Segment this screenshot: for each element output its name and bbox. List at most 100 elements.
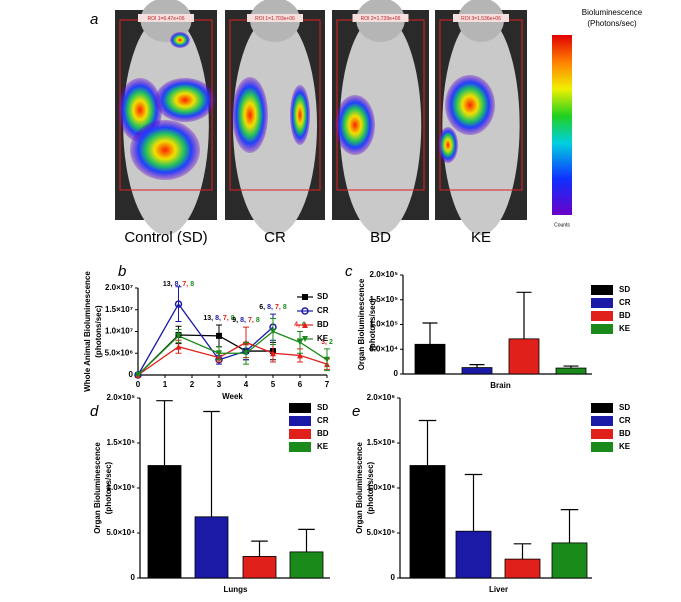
- mouse-body: [339, 15, 422, 235]
- bar: [289, 551, 324, 579]
- error-bar: [560, 509, 579, 543]
- legend-label: BD: [317, 320, 329, 329]
- legend-marker: [302, 322, 308, 328]
- annotation-part: 8: [283, 304, 287, 311]
- legend-swatch: [591, 324, 613, 334]
- y-tick-label: 1.5×10⁶: [367, 438, 396, 447]
- signal-blob: [232, 77, 268, 153]
- image-label: Control (SD): [124, 229, 207, 246]
- legend-swatch: [289, 403, 311, 413]
- y-tick-label: 2.0×10⁵: [107, 393, 136, 402]
- x-axis-label: Brain: [490, 381, 511, 390]
- panel-letter: b: [118, 263, 126, 280]
- x-tick-label: 6: [298, 380, 303, 389]
- panel-letter: a: [90, 11, 98, 28]
- annotation: 6, 8, 7, 8: [259, 304, 287, 311]
- annotation: 9, 8, 7, 8: [232, 317, 260, 324]
- error-bar: [251, 540, 268, 557]
- marker: [297, 352, 303, 359]
- signal-blob: [170, 32, 190, 48]
- bar: [555, 367, 587, 375]
- signal-blob: [155, 78, 215, 122]
- legend-marker: [301, 307, 309, 315]
- annotation-part: 7,: [248, 317, 254, 324]
- marker: [243, 350, 249, 357]
- legend-swatch: [591, 298, 613, 308]
- legend-label: CR: [619, 416, 631, 425]
- legend-swatch: [591, 442, 613, 452]
- y-tick-label: 1.0×10⁶: [367, 483, 396, 492]
- roi-label-bg: [247, 14, 303, 22]
- legend-label: SD: [619, 285, 630, 294]
- annotation-part: 7,: [223, 315, 229, 322]
- colorbar-unit: Counts: [554, 222, 570, 228]
- annotation-part: 7,: [275, 304, 281, 311]
- y-axis-label: (photons/sec): [366, 461, 375, 514]
- bar: [194, 516, 229, 579]
- legend-swatch: [289, 429, 311, 439]
- panel-a: a Bioluminescence (Photons/sec) Counts: [90, 8, 643, 228]
- legend-label: BD: [619, 311, 631, 320]
- bar: [455, 530, 492, 579]
- annotation-part: 8,: [267, 304, 273, 311]
- mouse-image: ROI 1=1.703e+06: [225, 0, 325, 235]
- image-label: CR: [264, 229, 286, 246]
- bar: [504, 558, 541, 579]
- error-bar: [175, 286, 182, 322]
- legend-label: KE: [619, 324, 631, 333]
- marker: [135, 372, 141, 378]
- mouse-image: ROI 3=1.536e+06: [435, 0, 527, 235]
- annotation: 13, 8, 7, 8: [163, 281, 194, 288]
- legend-label: KE: [619, 442, 631, 451]
- colorbar-title: (Photons/sec): [587, 19, 637, 28]
- marker: [270, 328, 276, 335]
- annotation-part: 8: [231, 315, 235, 322]
- marker: [175, 332, 182, 339]
- legend-swatch: [591, 311, 613, 321]
- marker: [216, 332, 222, 339]
- marker: [297, 339, 303, 346]
- error-bar: [298, 528, 315, 552]
- y-tick-label: 5.0×10⁴: [369, 344, 398, 353]
- legend-label: KE: [317, 334, 329, 343]
- y-tick-label: 5.0×10⁵: [367, 528, 396, 537]
- bar: [461, 367, 493, 375]
- error-bar: [469, 363, 485, 368]
- error-bar: [422, 322, 438, 345]
- annotation-part: 8: [256, 317, 260, 324]
- annotation: 3, 2: [321, 339, 333, 346]
- y-axis-label: Organ Bioluminescence: [355, 442, 364, 534]
- mouse-image: ROI 1=6.47e+06: [115, 0, 217, 235]
- x-axis-label: Week: [222, 392, 243, 401]
- x-tick-label: 3: [217, 380, 222, 389]
- annotation-part: 6,: [259, 304, 265, 311]
- y-axis-label: Organ Bioluminescence: [357, 278, 366, 370]
- y-tick-label: 1.5×10⁷: [105, 305, 133, 314]
- annotation-part: 3,: [321, 339, 327, 346]
- y-tick-label: 2.0×10⁷: [105, 283, 133, 292]
- x-axis-label: Liver: [489, 585, 508, 594]
- mouse-body: [233, 15, 317, 235]
- signal-blob: [290, 85, 310, 145]
- colorbar: [552, 35, 572, 215]
- legend-label: KE: [317, 442, 329, 451]
- legend-label: SD: [317, 403, 328, 412]
- legend-marker: [302, 294, 308, 300]
- y-tick-label: 1.5×10⁵: [107, 438, 136, 447]
- marker: [174, 300, 183, 308]
- legend-label: CR: [317, 416, 329, 425]
- y-tick-label: 0: [394, 369, 399, 378]
- legend-label: CR: [619, 298, 631, 307]
- marker: [175, 343, 182, 350]
- roi-label: ROI 2=1.739e+06: [361, 16, 401, 22]
- y-tick-label: 1.0×10⁵: [370, 320, 399, 329]
- x-axis-label: Lungs: [224, 585, 249, 594]
- y-tick-label: 0: [129, 370, 134, 379]
- y-tick-label: 2.0×10⁵: [370, 270, 399, 279]
- x-tick-label: 1: [163, 380, 168, 389]
- x-tick-label: 4: [244, 380, 249, 389]
- error-bar: [516, 291, 532, 339]
- y-tick-label: 5.0×10⁴: [106, 528, 135, 537]
- panel-letter: c: [345, 263, 353, 280]
